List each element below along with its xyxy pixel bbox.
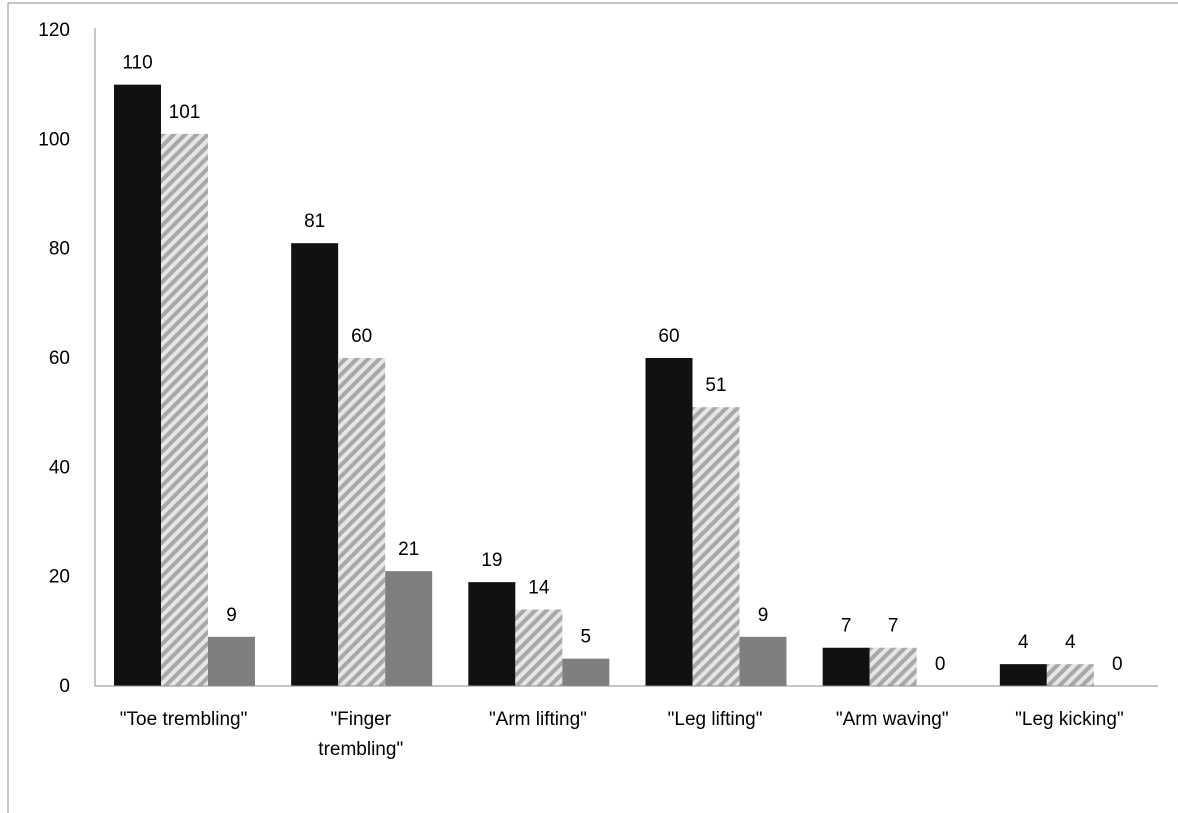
data-label: 60 [351, 326, 372, 347]
bar-series-3 [562, 658, 610, 686]
bar-series-1 [645, 358, 693, 686]
data-label: 81 [304, 211, 325, 232]
x-tick-label: "Leg kicking" [1015, 709, 1124, 730]
data-label: 101 [169, 102, 201, 123]
x-tick-label-line: "Toe trembling" [120, 709, 248, 730]
x-axis: "Toe trembling" "Finger trembling" "Arm lif… [95, 685, 1158, 760]
data-label: 4 [1018, 632, 1029, 653]
y-tick-label: 60 [49, 348, 70, 369]
y-tick-label: 20 [49, 567, 70, 588]
bar-series-2 [1046, 664, 1094, 686]
bar-series-2 [161, 133, 208, 686]
data-label: 0 [935, 654, 946, 675]
x-tick-label-line: "Leg lifting" [668, 709, 763, 730]
y-tick-label: 80 [49, 239, 70, 260]
data-labels: 110 101 9 81 60 21 19 14 5 60 51 9 7 7 0 4 4 0 [122, 53, 1122, 675]
bars [114, 84, 1094, 686]
x-tick-label: "Arm waving" [836, 709, 949, 730]
data-label: 51 [705, 375, 726, 396]
data-label: 7 [888, 616, 899, 637]
x-tick-label-line: "Leg kicking" [1015, 709, 1124, 730]
y-tick-label: 120 [38, 20, 70, 41]
bar-series-2 [692, 407, 740, 686]
data-label: 7 [841, 616, 852, 637]
bar-series-1 [114, 84, 161, 686]
y-tick-label: 40 [49, 457, 70, 478]
bar-series-3 [208, 636, 255, 686]
x-tick-label-line: trembling" [318, 739, 403, 760]
data-label: 0 [1112, 654, 1123, 675]
bar-series-3 [385, 571, 433, 686]
x-tick-label: "Toe trembling" [120, 709, 248, 730]
bar-series-1 [468, 582, 516, 686]
bar-series-2 [338, 358, 386, 686]
bar-series-1 [999, 664, 1047, 686]
data-label: 19 [481, 550, 502, 571]
x-tick-label: "Finger trembling" [318, 709, 403, 760]
data-label: 9 [226, 605, 237, 626]
data-label: 5 [581, 627, 592, 648]
data-label: 4 [1065, 632, 1076, 653]
bar-series-3 [739, 636, 787, 686]
bar-series-1 [291, 243, 339, 686]
y-tick-label: 0 [59, 676, 70, 697]
x-tick-label-line: "Finger [330, 709, 391, 730]
data-label: 60 [658, 326, 679, 347]
x-tick-label-line: "Arm lifting" [489, 709, 587, 730]
data-label: 14 [528, 577, 550, 598]
x-tick-label-line: "Arm waving" [836, 709, 949, 730]
bar-series-2 [869, 647, 917, 686]
data-label: 110 [122, 53, 152, 74]
data-label: 21 [398, 539, 419, 560]
y-axis: 0 20 40 60 80 100 120 [38, 20, 96, 697]
x-tick-label: "Arm lifting" [489, 709, 587, 730]
bar-series-2 [515, 609, 563, 686]
x-tick-label: "Leg lifting" [668, 709, 763, 730]
data-label: 9 [758, 605, 769, 626]
bar-series-1 [822, 647, 870, 686]
y-tick-label: 100 [38, 129, 70, 150]
